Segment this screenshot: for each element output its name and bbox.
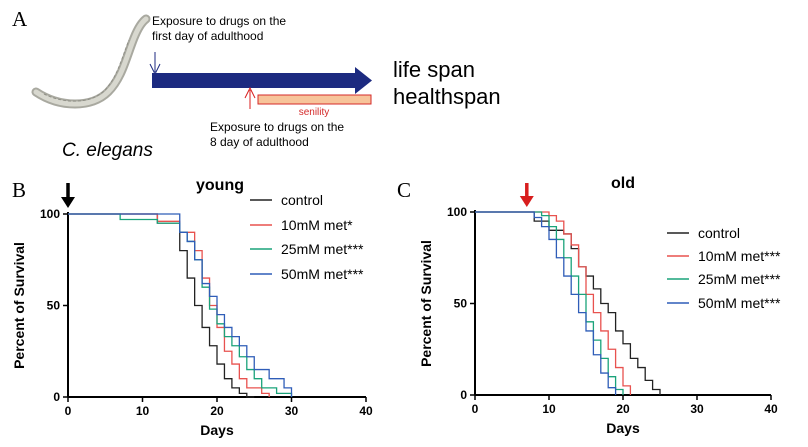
x-tick-label: 20	[210, 404, 224, 418]
y-axis-label: Percent of Survival	[11, 242, 27, 369]
legend-label-met25: 25mM met***	[698, 271, 781, 287]
timeline-arrow	[152, 67, 372, 94]
y-tick-label: 100	[447, 205, 467, 219]
series-line-met10	[68, 213, 270, 397]
series-line-control	[68, 213, 255, 398]
panel-label-c: C	[397, 178, 411, 202]
senility-label: senility	[299, 107, 330, 118]
exposure-early-label: Exposure to drugs on the first day of adu…	[152, 14, 286, 43]
panel-label-a: A	[12, 7, 28, 31]
x-axis-label: Days	[200, 422, 234, 438]
y-tick-label: 0	[53, 390, 60, 404]
legend-label-met10: 10mM met***	[698, 248, 781, 264]
organism-label: C. elegans	[62, 140, 153, 161]
x-tick-label: 40	[359, 404, 373, 418]
y-tick-label: 50	[454, 297, 468, 311]
worm-illustration	[31, 14, 151, 109]
exposure-late-arrowhead	[244, 86, 256, 99]
series-line-control	[475, 211, 661, 395]
outcome-lifespan: life span	[393, 57, 475, 82]
y-axis-label: Percent of Survival	[418, 240, 434, 367]
legend-label-met10: 10mM met*	[281, 217, 353, 233]
survival-chart-young: young 0 10 20 30 40 0 50 100 Days Percent of Survi…	[11, 177, 373, 438]
x-tick-label: 30	[285, 404, 299, 418]
x-axis-label: Days	[606, 420, 640, 436]
series-line-met50	[68, 213, 293, 397]
x-tick-label: 40	[764, 402, 778, 416]
y-tick-label: 100	[40, 207, 60, 221]
legend-label-met50: 50mM met***	[281, 266, 364, 282]
chart-title: old	[611, 175, 635, 192]
x-tick-label: 0	[472, 402, 479, 416]
legend-label-met25: 25mM met***	[281, 241, 364, 257]
senility-bar	[257, 94, 372, 105]
exposure-start-arrowhead	[519, 196, 534, 207]
legend-label-control: control	[698, 225, 740, 241]
panel-label-b: B	[12, 178, 26, 202]
x-tick-label: 20	[616, 402, 630, 416]
x-tick-label: 30	[690, 402, 704, 416]
x-tick-label: 10	[136, 404, 150, 418]
y-tick-label: 0	[460, 388, 467, 402]
chart-title: young	[196, 177, 244, 194]
x-tick-label: 10	[542, 402, 556, 416]
exposure-start-arrowhead	[61, 197, 75, 208]
y-tick-label: 50	[47, 299, 61, 313]
x-tick-label: 0	[65, 404, 72, 418]
legend-label-met50: 50mM met***	[698, 295, 781, 311]
exposure-late-label: Exposure to drugs on the 8 day of adultho…	[210, 120, 344, 149]
survival-chart-old: old 0 10 20 30 40 0 50 100 Days Percent of Surviva…	[418, 175, 781, 436]
outcome-healthspan: healthspan	[393, 84, 501, 109]
series-line-met50	[475, 211, 617, 395]
legend-label-control: control	[281, 192, 323, 208]
